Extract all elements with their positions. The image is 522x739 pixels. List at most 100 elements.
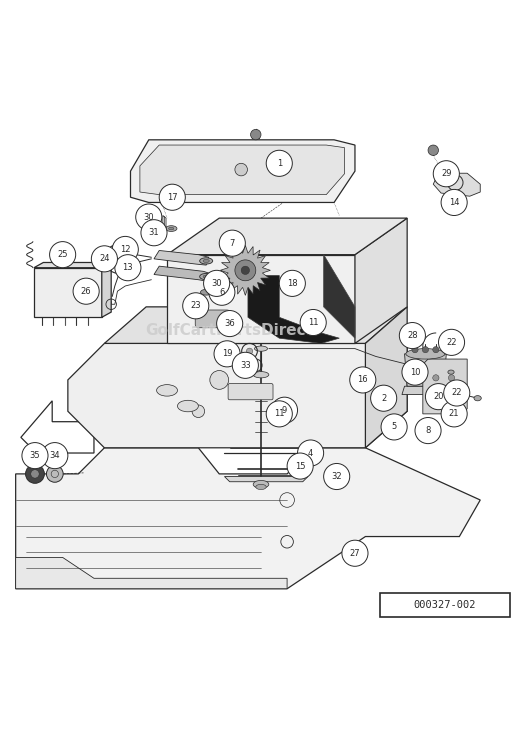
Circle shape: [241, 266, 250, 274]
Polygon shape: [16, 557, 287, 589]
Circle shape: [300, 310, 326, 336]
Circle shape: [425, 384, 452, 409]
Text: 11: 11: [308, 318, 318, 327]
Circle shape: [448, 375, 455, 381]
Circle shape: [412, 347, 418, 353]
Circle shape: [428, 145, 438, 155]
Polygon shape: [248, 276, 339, 344]
Circle shape: [381, 414, 407, 440]
Polygon shape: [355, 218, 407, 344]
Circle shape: [433, 347, 439, 353]
Text: 35: 35: [30, 451, 40, 460]
Circle shape: [279, 270, 305, 296]
Text: 29: 29: [441, 169, 452, 178]
Circle shape: [204, 270, 230, 296]
FancyBboxPatch shape: [195, 310, 230, 327]
Text: 24: 24: [99, 254, 110, 263]
Ellipse shape: [474, 395, 481, 401]
Circle shape: [266, 401, 292, 427]
Circle shape: [251, 129, 261, 140]
Text: 14: 14: [449, 198, 459, 207]
Polygon shape: [433, 173, 480, 196]
Circle shape: [448, 384, 455, 390]
Circle shape: [298, 440, 324, 466]
Polygon shape: [224, 477, 308, 482]
Ellipse shape: [199, 258, 213, 264]
Circle shape: [210, 370, 229, 389]
Circle shape: [342, 540, 368, 566]
Ellipse shape: [253, 372, 269, 378]
Polygon shape: [130, 140, 355, 202]
Ellipse shape: [203, 275, 209, 278]
Text: 19: 19: [222, 350, 232, 358]
Polygon shape: [68, 344, 407, 448]
Text: 13: 13: [123, 263, 133, 272]
Polygon shape: [167, 218, 407, 255]
Text: 10: 10: [410, 367, 420, 377]
Circle shape: [448, 393, 455, 400]
Ellipse shape: [157, 384, 177, 396]
Text: 4: 4: [308, 449, 313, 457]
Circle shape: [114, 253, 124, 264]
Text: 21: 21: [449, 409, 459, 418]
Circle shape: [112, 236, 138, 262]
Circle shape: [235, 163, 247, 176]
Text: 32: 32: [331, 472, 342, 481]
FancyBboxPatch shape: [228, 384, 273, 400]
Ellipse shape: [177, 401, 198, 412]
Ellipse shape: [255, 346, 267, 351]
Text: 000327-002: 000327-002: [414, 600, 476, 610]
Circle shape: [232, 353, 258, 378]
Circle shape: [422, 347, 429, 353]
Text: 33: 33: [240, 361, 251, 370]
Text: 5: 5: [392, 423, 397, 432]
Polygon shape: [140, 145, 345, 194]
Text: 2: 2: [381, 394, 386, 403]
Circle shape: [433, 384, 439, 390]
Circle shape: [91, 246, 117, 272]
Text: 30: 30: [211, 279, 222, 288]
Text: 11: 11: [274, 409, 284, 418]
Text: 9: 9: [282, 406, 287, 415]
Circle shape: [415, 418, 441, 443]
Text: 22: 22: [446, 338, 457, 347]
Circle shape: [192, 405, 205, 418]
Ellipse shape: [253, 480, 269, 488]
Ellipse shape: [222, 313, 232, 324]
Circle shape: [371, 385, 397, 412]
Circle shape: [235, 260, 256, 281]
Circle shape: [183, 293, 209, 319]
Ellipse shape: [198, 295, 204, 308]
Text: 30: 30: [144, 213, 154, 222]
Polygon shape: [34, 268, 102, 317]
Polygon shape: [365, 307, 407, 448]
Ellipse shape: [203, 259, 209, 262]
Circle shape: [324, 463, 350, 489]
Circle shape: [402, 359, 428, 385]
Circle shape: [433, 393, 439, 400]
Text: 25: 25: [57, 251, 68, 259]
Text: 20: 20: [433, 392, 444, 401]
Circle shape: [350, 367, 376, 393]
Polygon shape: [405, 354, 446, 386]
Polygon shape: [220, 245, 270, 296]
Text: 7: 7: [230, 239, 235, 248]
Text: 17: 17: [167, 193, 177, 202]
Circle shape: [73, 278, 99, 304]
Polygon shape: [423, 359, 467, 414]
Circle shape: [214, 341, 240, 367]
Text: GolfCartPartsDirect: GolfCartPartsDirect: [146, 323, 314, 338]
Text: 27: 27: [350, 549, 360, 558]
Circle shape: [438, 330, 465, 355]
Circle shape: [287, 453, 313, 479]
Circle shape: [42, 443, 68, 469]
Polygon shape: [34, 262, 111, 268]
Polygon shape: [167, 255, 355, 344]
Polygon shape: [324, 255, 355, 338]
Ellipse shape: [256, 484, 266, 489]
Circle shape: [46, 466, 63, 483]
Ellipse shape: [200, 290, 212, 295]
Text: 31: 31: [149, 228, 159, 237]
Circle shape: [271, 397, 298, 423]
Text: 6: 6: [219, 287, 224, 297]
